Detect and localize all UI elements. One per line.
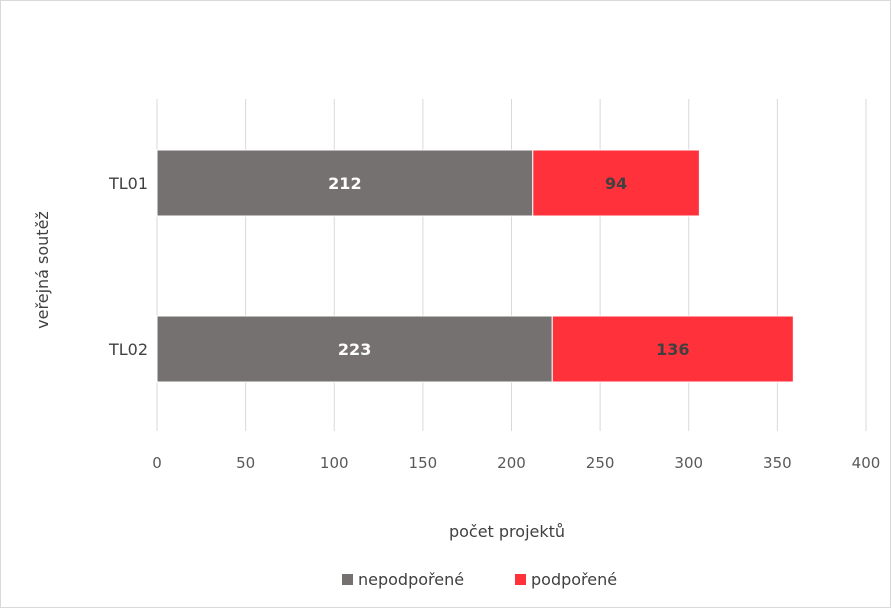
x-tick-label: 150 xyxy=(409,454,438,472)
x-tick-label: 300 xyxy=(674,454,703,472)
data-label: 212 xyxy=(328,174,361,193)
legend-label: podpořené xyxy=(531,570,617,589)
bar-TL02-nepodpořené xyxy=(156,315,553,383)
bars xyxy=(156,149,794,383)
data-label: 223 xyxy=(338,340,371,359)
category-label: TL01 xyxy=(108,174,148,193)
data-labels: 212 94 223 136 xyxy=(328,174,689,359)
legend-swatch-podpořené xyxy=(515,574,526,585)
y-axis-title: veřejná soutěž xyxy=(33,211,52,329)
category-label: TL02 xyxy=(108,340,148,359)
x-tick-label: 250 xyxy=(586,454,615,472)
legend-swatch-nepodpořené xyxy=(342,574,353,585)
x-tick-label: 100 xyxy=(320,454,349,472)
y-axis-categories: TL01 TL02 xyxy=(108,174,148,359)
x-tick-label: 200 xyxy=(497,454,526,472)
x-tick-label: 400 xyxy=(852,454,881,472)
bar-TL01-podpořené xyxy=(532,149,700,217)
x-tick-label: 0 xyxy=(152,454,162,472)
data-label: 94 xyxy=(605,174,627,193)
legend-label: nepodpořené xyxy=(358,570,464,589)
legend: nepodpořené podpořené xyxy=(342,570,617,589)
x-tick-label: 50 xyxy=(236,454,255,472)
data-label: 136 xyxy=(656,340,689,359)
x-axis-title: počet projektů xyxy=(449,522,565,541)
x-axis-ticks: 0 50 100 150 200 250 300 350 400 xyxy=(152,454,880,472)
x-tick-label: 350 xyxy=(763,454,792,472)
bar-TL02-podpořené xyxy=(551,315,794,383)
